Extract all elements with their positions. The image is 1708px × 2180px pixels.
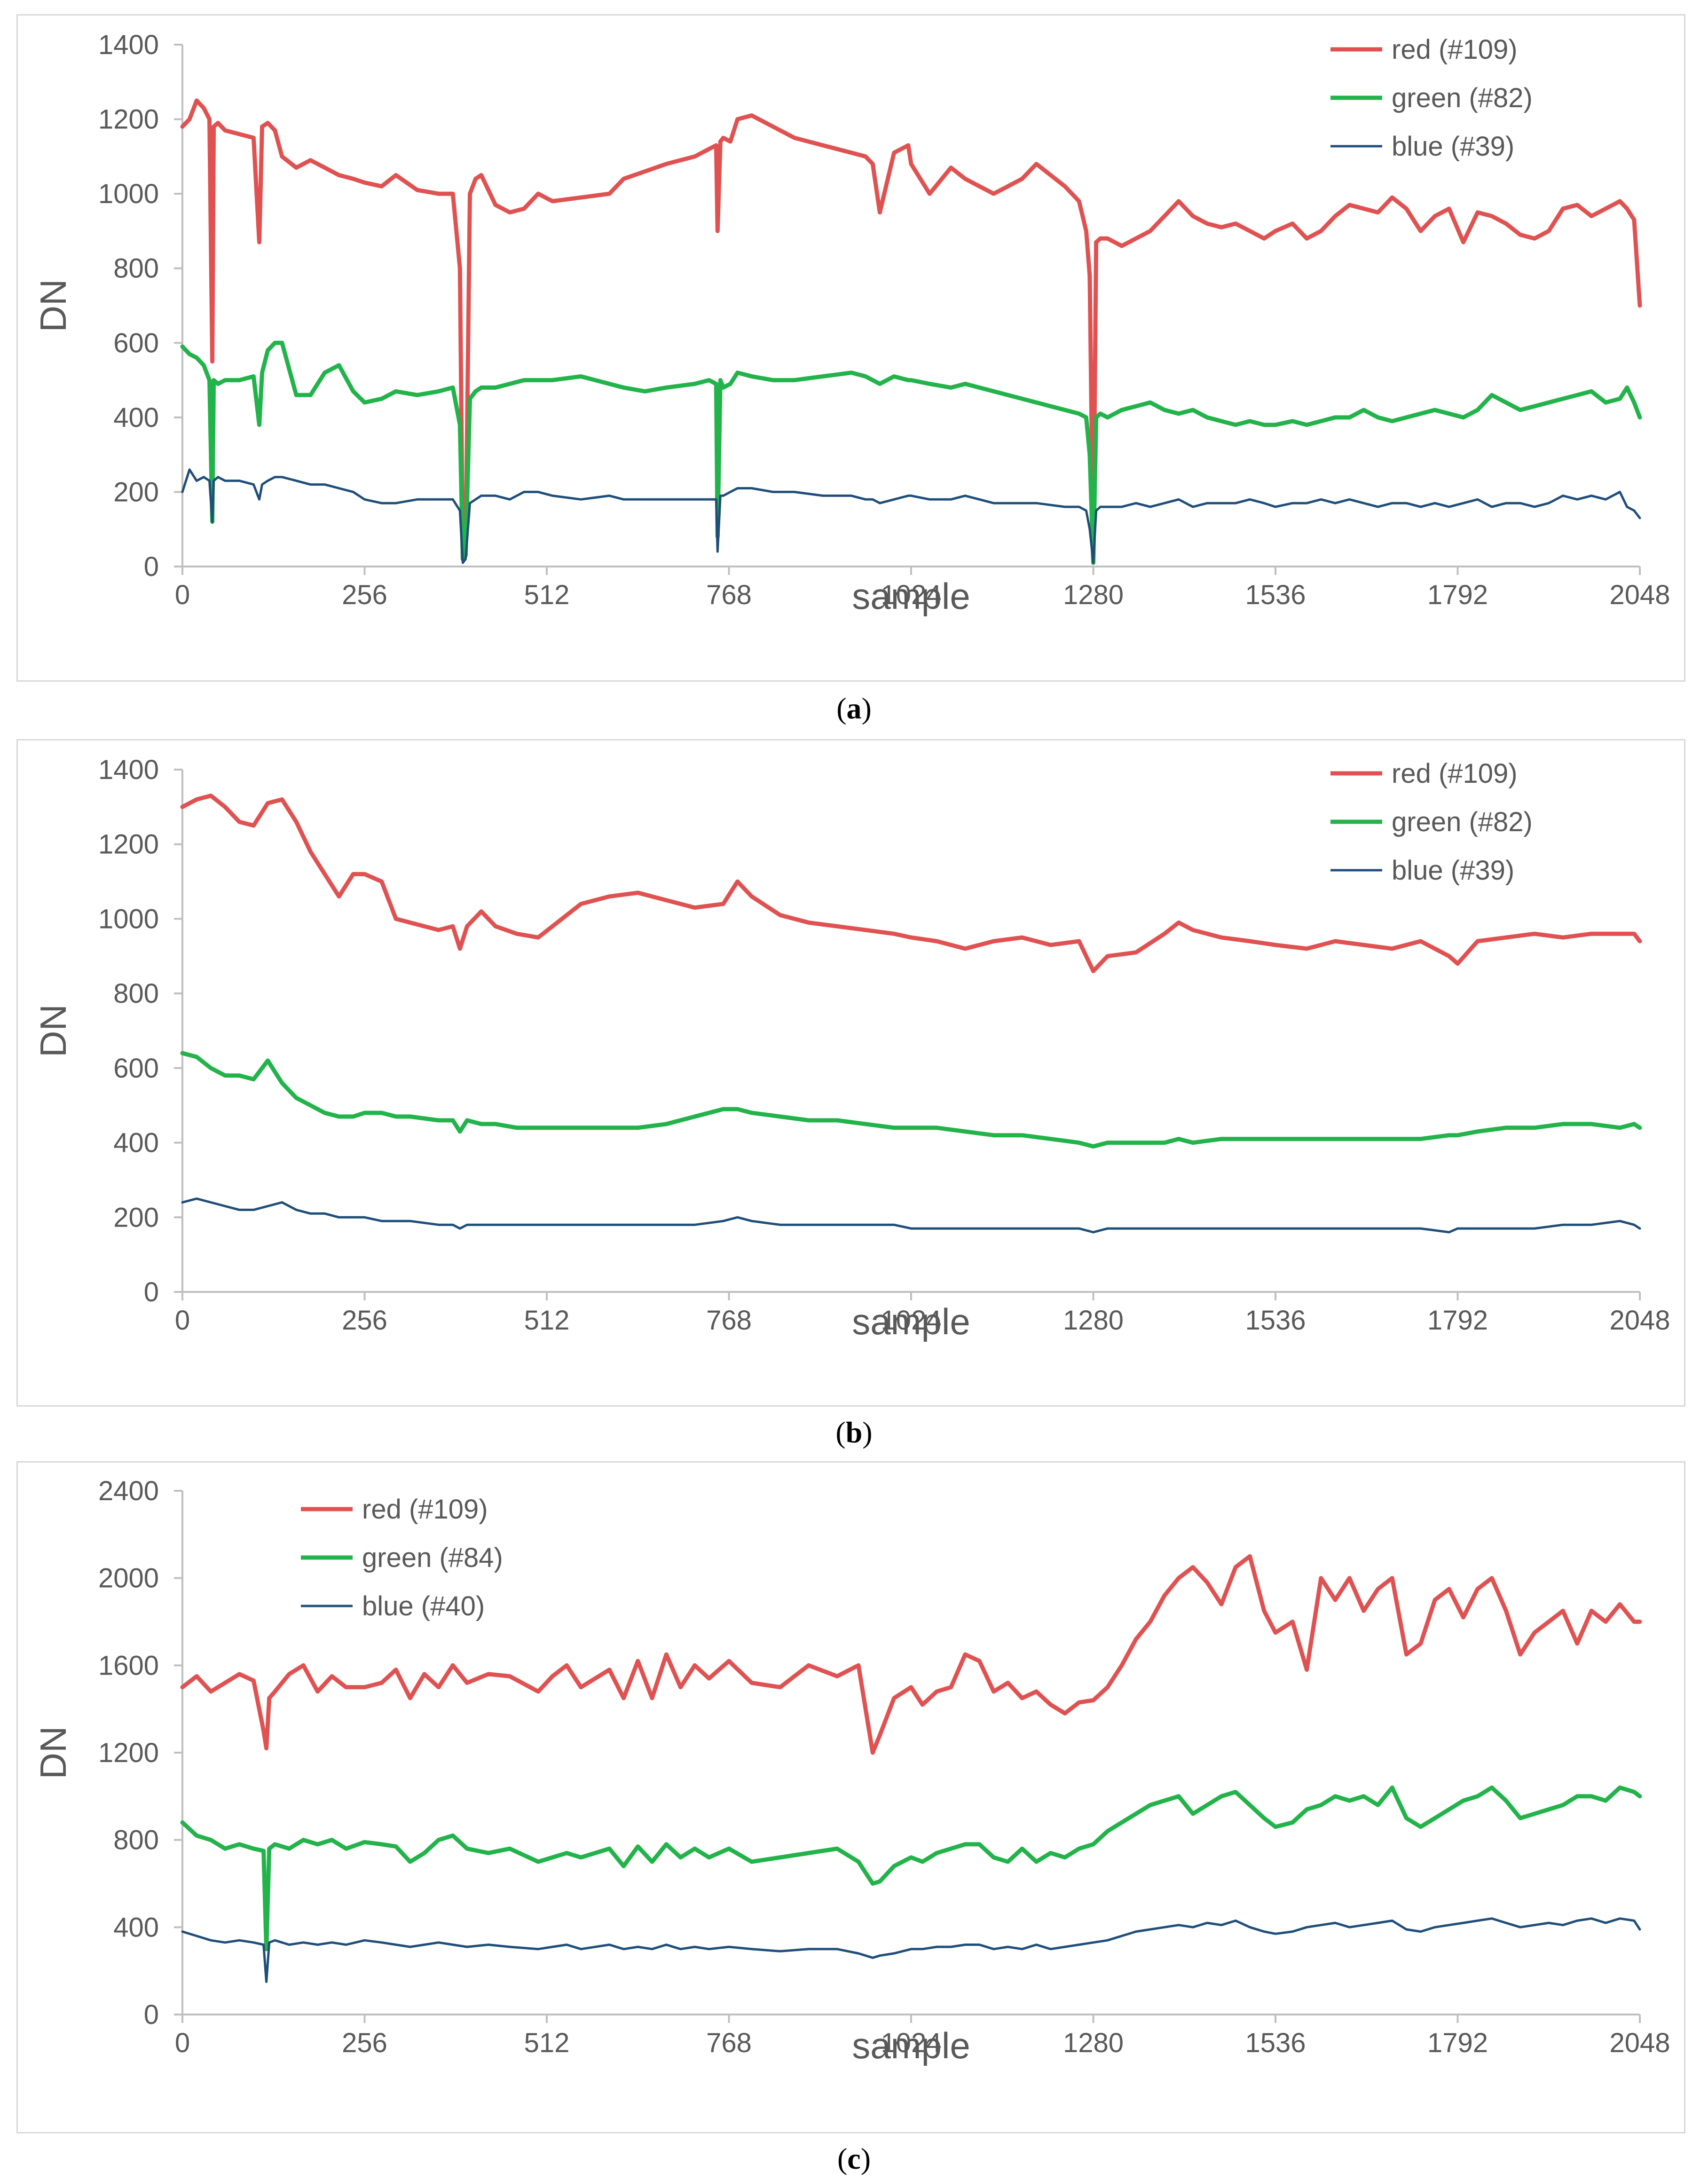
- y-tick-label: 200: [113, 1202, 159, 1233]
- y-tick-label: 1600: [98, 1650, 159, 1681]
- y-tick-label: 0: [144, 1277, 159, 1307]
- series-line-green: [180, 1051, 1642, 1149]
- y-axis-title: DN: [32, 279, 74, 332]
- x-axis-title: sample: [852, 1301, 970, 1342]
- panel-b-frame: [16, 739, 1685, 1407]
- x-tick-label: 512: [524, 2028, 570, 2058]
- y-tick-label: 2000: [98, 1563, 159, 1594]
- chart-panel-a: 0 200 400 600 800 1000 1200 1400 0 256 512 768 1024 1…: [32, 30, 1670, 617]
- x-tick-label: 1280: [1063, 2028, 1124, 2058]
- x-tick-label: 1280: [1063, 1305, 1124, 1336]
- y-tick-label: 1400: [98, 755, 159, 785]
- caption-a-label: a: [846, 692, 862, 725]
- y-tick-label: 800: [113, 978, 159, 1009]
- x-tick-label: 1024: [881, 580, 941, 610]
- x-tick-label: 256: [342, 2028, 387, 2058]
- x-tick-label: 1280: [1063, 580, 1124, 610]
- caption-b-label: b: [845, 1416, 863, 1449]
- legend-entry: red (#109): [1392, 758, 1518, 789]
- y-tick-label: 1400: [98, 30, 159, 60]
- y-tick-label: 600: [113, 328, 159, 358]
- series-line-blue: [181, 1917, 1641, 1983]
- y-tick-label: 1000: [98, 904, 159, 934]
- y-tick-label: 1200: [98, 829, 159, 860]
- panel-a-frame: [16, 14, 1685, 682]
- caption-c-label: c: [847, 2142, 861, 2175]
- y-tick-label: 1200: [98, 1738, 159, 1768]
- x-tick-label: 1536: [1245, 1305, 1306, 1336]
- legend-entry: green (#84): [362, 1543, 503, 1573]
- x-tick-label: 1536: [1245, 2028, 1306, 2058]
- x-tick-label: 512: [524, 1305, 570, 1336]
- caption-a: (a): [836, 692, 872, 725]
- caption-b: (b): [835, 1416, 873, 1449]
- y-axis-title: DN: [32, 1726, 74, 1779]
- legend-entry: red (#109): [1392, 34, 1518, 65]
- y-tick-label: 2400: [98, 1476, 159, 1506]
- y-tick-label: 400: [113, 402, 159, 433]
- x-tick-label: 0: [175, 1305, 190, 1336]
- series-line-red: [180, 794, 1642, 973]
- series-line-green: [180, 340, 1642, 565]
- y-axis-title: DN: [32, 1004, 74, 1057]
- x-tick-label: 768: [706, 1305, 752, 1336]
- series-line-blue: [181, 468, 1641, 564]
- chart-panel-b: 0 200 400 600 800 1000 1200 1400 0 256 512 768 1024 1…: [32, 755, 1670, 1342]
- y-tick-label: 600: [113, 1053, 159, 1084]
- panel-c-frame: [16, 1461, 1685, 2133]
- x-tick-label: 2048: [1609, 1305, 1670, 1336]
- caption-c: (c): [837, 2142, 871, 2175]
- x-tick-label: 768: [706, 2028, 752, 2058]
- x-tick-label: 2048: [1609, 580, 1670, 610]
- x-tick-label: 1536: [1245, 580, 1306, 610]
- series-line-red: [180, 98, 1642, 565]
- legend-entry: green (#82): [1392, 807, 1533, 837]
- legend-entry: blue (#39): [1392, 855, 1514, 886]
- y-tick-label: 200: [113, 477, 159, 507]
- legend-entry: red (#109): [362, 1494, 488, 1525]
- y-tick-label: 400: [113, 1912, 159, 1943]
- x-tick-label: 0: [175, 2028, 190, 2058]
- legend-entry: blue (#39): [1392, 131, 1514, 162]
- x-tick-label: 1792: [1427, 1305, 1488, 1336]
- y-tick-label: 1200: [98, 104, 159, 135]
- x-axis-title: sample: [852, 575, 970, 617]
- series-line-blue: [181, 1197, 1641, 1234]
- x-tick-label: 1792: [1427, 580, 1488, 610]
- x-tick-label: 1792: [1427, 2028, 1488, 2058]
- series-line-green: [180, 1785, 1642, 1952]
- chart-panel-c: 0 400 800 1200 1600 2000 2400 0 256 512 768 1024 128…: [32, 1476, 1670, 2066]
- y-tick-label: 0: [144, 551, 159, 582]
- x-axis-title: sample: [852, 2025, 970, 2066]
- y-tick-label: 1000: [98, 179, 159, 209]
- x-tick-label: 1024: [881, 1305, 941, 1336]
- x-tick-label: 512: [524, 580, 570, 610]
- y-tick-label: 400: [113, 1128, 159, 1158]
- y-tick-label: 800: [113, 253, 159, 284]
- series-line-red: [180, 1554, 1642, 1755]
- x-tick-label: 256: [342, 580, 387, 610]
- legend-entry: green (#82): [1392, 83, 1533, 113]
- x-tick-label: 2048: [1609, 2028, 1670, 2058]
- x-tick-label: 1024: [881, 2028, 941, 2058]
- x-tick-label: 0: [175, 580, 190, 610]
- y-tick-label: 0: [144, 1999, 159, 2030]
- x-tick-label: 768: [706, 580, 752, 610]
- x-tick-label: 256: [342, 1305, 387, 1336]
- y-tick-label: 800: [113, 1825, 159, 1856]
- legend-entry: blue (#40): [362, 1591, 485, 1621]
